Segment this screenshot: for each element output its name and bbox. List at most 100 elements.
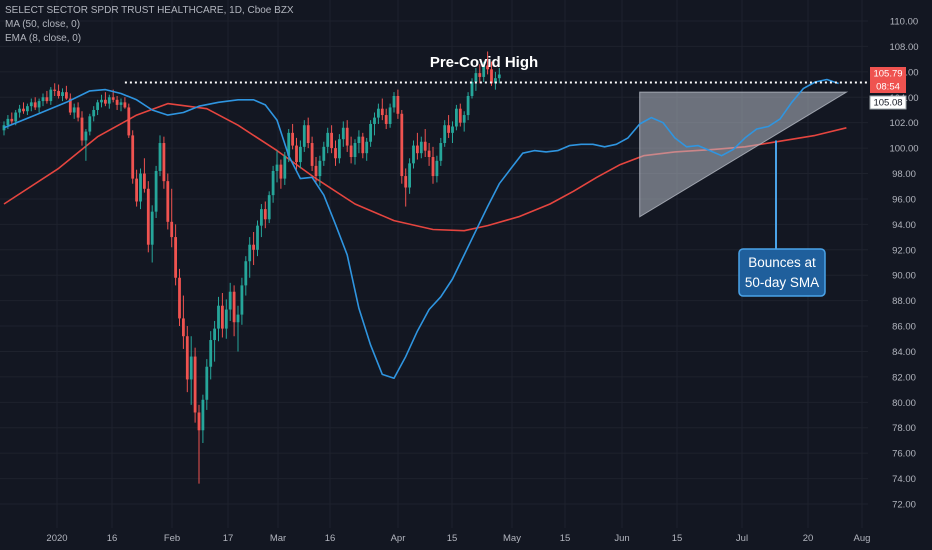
time-axis[interactable]: 2020 16 Feb 17 Mar 16 Apr 15 May 15 Jun 15 Jul 20 Aug: [0, 528, 932, 550]
candle-body: [388, 107, 392, 124]
ema-value-tag-bg: [869, 95, 907, 110]
candle-body: [455, 108, 458, 127]
candle-body: [252, 244, 255, 250]
candle-body: [314, 165, 318, 177]
time-tick-label: Mar: [270, 533, 286, 544]
candle-body: [158, 143, 162, 171]
candle-body: [37, 101, 41, 108]
candle-body: [240, 285, 244, 315]
price-tick-label: 108.00: [889, 42, 918, 53]
last-price-tag: 105.79: [870, 67, 906, 80]
price-tick-label: 76.00: [892, 449, 916, 460]
candle-body: [244, 261, 248, 286]
candle-body: [291, 132, 294, 146]
countdown-tag: 08:54: [870, 80, 906, 93]
candle-body: [88, 116, 92, 132]
last-price-tag-bg: [870, 67, 906, 80]
last-price-tag-text: 105.79: [873, 69, 902, 80]
candle-body: [143, 173, 146, 189]
candle-body: [287, 132, 291, 156]
candle-body: [295, 145, 298, 163]
candle-body: [404, 176, 408, 188]
time-tick-label: 2020: [46, 533, 67, 544]
candle-body: [466, 95, 470, 116]
candle-body: [209, 340, 213, 367]
candle-body: [494, 78, 497, 84]
candle-body: [341, 127, 345, 140]
candle-body: [68, 98, 72, 113]
candle-body: [396, 95, 400, 114]
candle-body: [228, 291, 232, 310]
candle-body: [462, 115, 466, 123]
price-tick-label: 84.00: [892, 347, 916, 358]
ema-value-tag: 105.08: [869, 95, 907, 110]
candle-body: [166, 181, 170, 222]
candle-body: [260, 209, 263, 226]
candle-body: [80, 117, 84, 141]
candle-body: [490, 69, 493, 84]
symbol-title[interactable]: SELECT SECTOR SPDR TRUST HEALTHCARE, 1D,…: [5, 5, 294, 16]
candle-body: [127, 107, 131, 136]
candle-body: [279, 164, 283, 179]
candle-body: [170, 221, 174, 238]
triangle-shape: [639, 91, 849, 218]
candle-body: [330, 132, 333, 149]
price-tick-label: 80.00: [892, 398, 916, 409]
candle-body: [380, 108, 384, 116]
candle-body: [107, 97, 111, 104]
candle-body: [150, 211, 154, 245]
ema-legend-item[interactable]: EMA (8, close, 0): [5, 33, 82, 44]
candle-body: [197, 412, 201, 431]
time-tick-label: Feb: [164, 533, 180, 544]
candle-body: [193, 356, 197, 413]
candle-body: [201, 399, 205, 431]
time-tick-label: Jul: [736, 533, 748, 544]
candle-body: [369, 123, 372, 142]
candle-body: [302, 125, 306, 147]
candle-body: [224, 309, 228, 329]
candle-body: [416, 145, 419, 154]
candle-body: [49, 89, 53, 102]
candle-body: [162, 143, 166, 182]
price-tick-label: 72.00: [892, 500, 916, 511]
price-tick-label: 86.00: [892, 322, 916, 333]
candle-body: [361, 136, 365, 154]
candle-body: [447, 125, 450, 133]
annotations: Pre-Covid High Bounces at 50-day SMA: [124, 54, 868, 297]
candle-body: [458, 108, 462, 123]
time-tick-label: 15: [560, 533, 571, 544]
candle-body: [119, 102, 123, 105]
candle-body: [338, 139, 341, 159]
time-tick-label: 20: [803, 533, 814, 544]
candlesticks: [2, 51, 501, 484]
candle-body: [33, 102, 37, 108]
candle-body: [334, 148, 337, 159]
candle-body: [232, 291, 236, 323]
price-axis[interactable]: 72.00 74.00 76.00 78.00 80.00 82.00 84.00 86.00…: [868, 0, 932, 550]
price-tick-label: 92.00: [892, 245, 916, 256]
ma-legend-item[interactable]: MA (50, close, 0): [5, 19, 81, 30]
candle-body: [365, 141, 369, 154]
callout-text-1: Bounces at: [748, 255, 816, 270]
candle-body: [18, 108, 21, 113]
candle-body: [248, 244, 252, 262]
candle-body: [217, 305, 220, 329]
candle-body: [53, 89, 57, 91]
candle-body: [189, 356, 193, 380]
candle-body: [29, 102, 33, 107]
time-tick-label: May: [503, 533, 521, 544]
candle-body: [423, 141, 427, 151]
candle-body: [400, 113, 404, 177]
callout-text-2: 50-day SMA: [745, 275, 819, 290]
price-tick-label: 74.00: [892, 474, 916, 485]
candle-body: [65, 92, 68, 99]
price-tick-label: 102.00: [889, 118, 918, 129]
time-tick-label: 15: [447, 533, 458, 544]
candle-body: [10, 118, 14, 122]
candle-body: [92, 109, 96, 117]
candle-body: [115, 99, 119, 105]
price-tick-label: 90.00: [892, 271, 916, 282]
candle-body: [26, 106, 29, 112]
candle-body: [123, 102, 127, 108]
